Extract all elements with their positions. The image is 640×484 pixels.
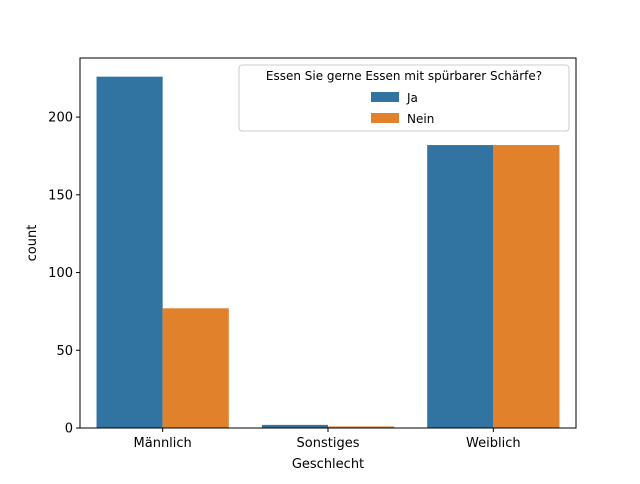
y-axis: 0 50 100 150 200 <box>48 111 80 437</box>
x-tick-label-sonstiges: Sonstiges <box>297 436 360 451</box>
bar-sonstiges-nein <box>328 426 395 428</box>
x-tick-label-maennlich: Männlich <box>134 436 192 451</box>
y-tick-label-100: 100 <box>48 266 73 281</box>
y-tick-label-0: 0 <box>65 422 73 437</box>
bar-maennlich-nein <box>162 308 229 428</box>
bar-maennlich-ja <box>96 76 163 428</box>
legend-box <box>238 64 570 132</box>
bars-layer <box>96 76 560 428</box>
legend: Essen Sie gerne Essen mit spürbarer Schä… <box>238 64 570 132</box>
y-tick-label-50: 50 <box>56 344 73 359</box>
legend-label-ja: Ja <box>406 91 418 105</box>
legend-swatch-nein <box>371 113 399 123</box>
bar-weiblich-ja <box>427 145 494 428</box>
y-tick-label-200: 200 <box>48 111 73 126</box>
legend-swatch-ja <box>371 92 399 102</box>
y-axis-label: count <box>25 225 40 262</box>
y-tick-label-150: 150 <box>48 188 73 203</box>
legend-title: Essen Sie gerne Essen mit spürbarer Schä… <box>266 69 542 83</box>
x-tick-label-weiblich: Weiblich <box>466 436 521 451</box>
x-axis: Männlich Sonstiges Weiblich <box>134 428 521 451</box>
legend-label-nein: Nein <box>407 112 434 126</box>
bar-sonstiges-ja <box>261 424 328 428</box>
x-axis-label: Geschlecht <box>292 457 364 472</box>
bar-weiblich-nein <box>493 145 560 428</box>
